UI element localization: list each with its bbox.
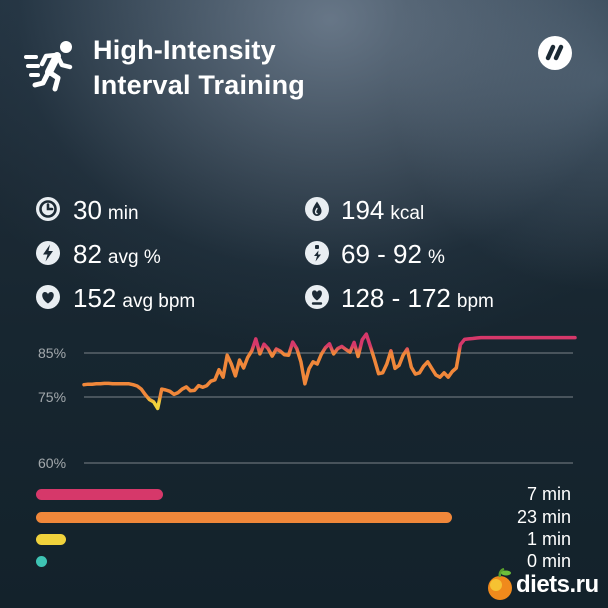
heart-rate-range-unit: bpm [456,291,494,312]
y-tick-label: 60% [38,455,66,471]
range-bolt-icon [305,241,329,265]
watermark-text: diets.ru [516,571,599,598]
heart-rate-range-stat: 128 - 172 bpm [341,283,494,317]
zone-bar-fat-burn [36,534,66,545]
zone-duration-cardio: 23 min [516,507,571,527]
clock-icon [36,197,60,221]
duration-unit: min [107,203,139,224]
intensity-stat: 82 avg % [73,239,161,273]
flame-drop-icon [305,197,329,221]
intensity-series-line [82,332,577,411]
zone-duration-light: 0 min [526,551,571,571]
chart-tick-labels: 85% 75% 60% [38,345,66,471]
calories-unit: kcal [390,203,425,224]
heart-rate-intensity-chart: 85% 75% 60% [38,332,577,471]
duration-stat: 30 min [73,195,139,229]
running-person-icon [24,41,73,92]
heart-range-icon [305,285,329,309]
double-slash-glyph-icon [545,44,564,61]
intensity-range-value: 69 - 92 [341,239,422,269]
intensity-value: 82 [73,239,102,269]
double-slash-logo-icon[interactable] [538,36,572,70]
intensity-range-unit: % [427,247,445,268]
heart-icon [36,285,60,309]
page-title-line-1: High-Intensity [93,35,276,65]
intensity-unit: avg % [107,247,161,268]
calories-value: 194 [341,195,385,225]
zone-duration-peak: 7 min [526,484,571,504]
zone-bar-cardio [36,512,452,523]
heart-rate-range-value: 128 - 172 [341,283,451,313]
heart-rate-stat: 152 avg bpm [73,283,195,317]
duration-value: 30 [73,195,102,225]
page-title-line-2: Interval Training [93,70,305,100]
zone-bar-light [36,556,47,567]
chart-grid [84,352,573,464]
bolt-icon [36,241,60,265]
apple-logo-icon [488,568,512,600]
heart-rate-value: 152 [73,283,117,313]
intensity-range-stat: 69 - 92% [341,239,445,273]
zone-duration-fat-burn: 1 min [526,529,571,549]
calories-stat: 194 kcal [341,195,424,229]
heart-rate-unit: avg bpm [122,291,196,312]
zone-bar-peak [36,489,163,500]
y-tick-label: 75% [38,389,66,405]
y-tick-label: 85% [38,345,66,361]
